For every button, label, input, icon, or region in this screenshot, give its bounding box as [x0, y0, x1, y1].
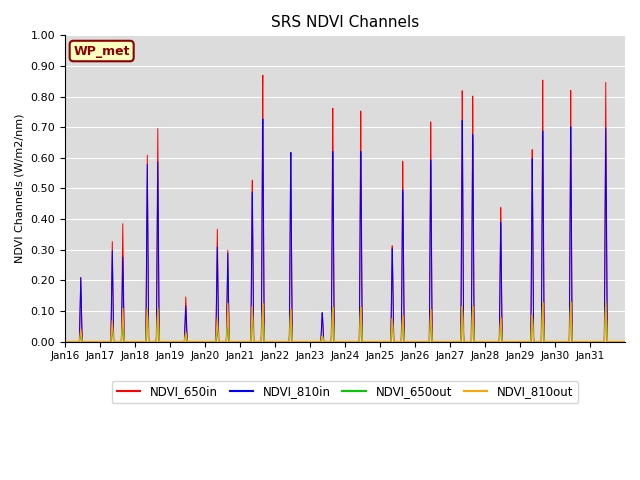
NDVI_810in: [467, 339, 474, 345]
Line: NDVI_810out: NDVI_810out: [65, 302, 625, 342]
NDVI_810out: [615, 339, 623, 345]
NDVI_650in: [176, 339, 184, 345]
NDVI_810in: [502, 339, 510, 345]
NDVI_810in: [176, 339, 184, 345]
Line: NDVI_650in: NDVI_650in: [65, 75, 625, 342]
Text: WP_met: WP_met: [74, 45, 130, 58]
NDVI_810out: [536, 339, 543, 345]
NDVI_810out: [621, 339, 629, 345]
Line: NDVI_810in: NDVI_810in: [65, 119, 625, 342]
Title: SRS NDVI Channels: SRS NDVI Channels: [271, 15, 419, 30]
NDVI_810out: [61, 339, 69, 345]
NDVI_650in: [536, 339, 543, 345]
NDVI_810in: [61, 339, 69, 345]
NDVI_650out: [417, 339, 424, 345]
Line: NDVI_650out: NDVI_650out: [65, 302, 625, 342]
NDVI_810out: [602, 299, 609, 305]
NDVI_810out: [467, 339, 474, 345]
NDVI_810in: [536, 339, 543, 345]
NDVI_650in: [621, 339, 629, 345]
NDVI_650in: [502, 339, 510, 345]
NDVI_650out: [615, 339, 623, 345]
NDVI_650in: [417, 339, 425, 345]
NDVI_650out: [176, 339, 184, 345]
NDVI_810in: [621, 339, 629, 345]
NDVI_810in: [615, 339, 623, 345]
NDVI_650out: [502, 339, 509, 345]
NDVI_650in: [259, 72, 267, 78]
NDVI_810in: [417, 339, 425, 345]
NDVI_810out: [502, 339, 509, 345]
NDVI_650out: [621, 339, 629, 345]
NDVI_650out: [61, 339, 69, 345]
Legend: NDVI_650in, NDVI_810in, NDVI_650out, NDVI_810out: NDVI_650in, NDVI_810in, NDVI_650out, NDV…: [112, 381, 578, 403]
NDVI_650out: [602, 299, 609, 305]
NDVI_810out: [417, 339, 424, 345]
Y-axis label: NDVI Channels (W/m2/nm): NDVI Channels (W/m2/nm): [15, 114, 25, 263]
NDVI_650out: [536, 339, 543, 345]
NDVI_650in: [615, 339, 623, 345]
NDVI_810out: [176, 339, 184, 345]
NDVI_650in: [61, 339, 69, 345]
NDVI_650out: [467, 339, 474, 345]
NDVI_650in: [467, 339, 474, 345]
NDVI_810in: [259, 116, 267, 122]
